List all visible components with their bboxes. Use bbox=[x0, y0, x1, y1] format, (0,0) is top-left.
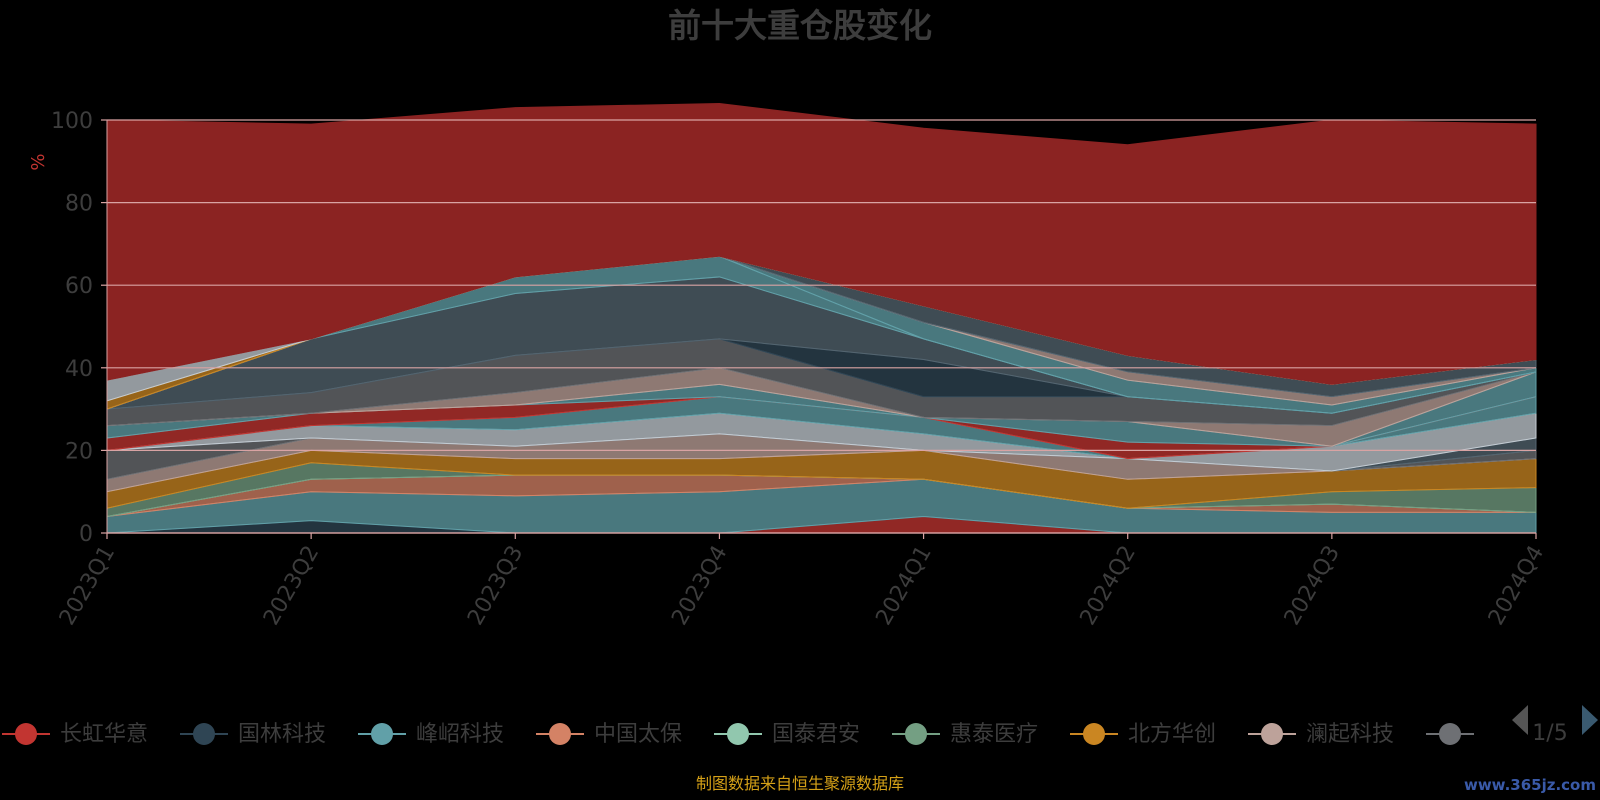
legend-circle-icon bbox=[727, 723, 749, 745]
legend-item-5[interactable]: 惠泰医疗 bbox=[892, 722, 1038, 747]
x-tick-label: 2024Q1 bbox=[871, 542, 936, 630]
legend-item-3[interactable]: 中国太保 bbox=[536, 722, 682, 747]
legend-circle-icon bbox=[905, 723, 927, 745]
legend-item-1[interactable]: 国林科技 bbox=[180, 722, 326, 747]
legend-item-2[interactable]: 峰岹科技 bbox=[358, 722, 504, 747]
x-tick-label: 2024Q4 bbox=[1484, 542, 1549, 630]
chart-title: 前十大重仓股变化 bbox=[668, 6, 932, 45]
legend-circle-icon bbox=[15, 723, 37, 745]
legend-item-6[interactable]: 北方华创 bbox=[1070, 722, 1216, 747]
x-tick-label: 2024Q3 bbox=[1280, 542, 1345, 630]
x-tick-label: 2023Q1 bbox=[55, 542, 120, 630]
legend-item-7[interactable]: 澜起科技 bbox=[1248, 722, 1394, 747]
legend-label: 国林科技 bbox=[238, 722, 326, 747]
legend-label: 长虹华意 bbox=[60, 722, 148, 747]
legend-label: 澜起科技 bbox=[1306, 722, 1394, 747]
legend-pager: 1/5 bbox=[1512, 705, 1598, 746]
area-series-group bbox=[106, 102, 1537, 534]
x-tick-label: 2023Q3 bbox=[463, 542, 528, 630]
y-axis-ticks: 0 20 40 60 80 100 bbox=[51, 109, 108, 547]
x-axis-ticks: 2023Q1 2023Q2 2023Q3 2023Q4 2024Q1 2024Q2 2024… bbox=[55, 532, 1549, 630]
legend-item-0[interactable]: 长虹华意 bbox=[2, 722, 148, 747]
legend-circle-icon bbox=[371, 723, 393, 745]
legend-item-8[interactable] bbox=[1426, 723, 1474, 745]
y-tick-label: 80 bbox=[65, 192, 93, 217]
y-tick-label: 100 bbox=[51, 109, 93, 134]
watermark: www.365jz.com bbox=[1464, 776, 1596, 794]
legend-page-indicator: 1/5 bbox=[1532, 721, 1567, 746]
y-tick-label: 0 bbox=[79, 522, 93, 547]
legend-label: 中国太保 bbox=[594, 722, 682, 747]
legend-prev-page-icon[interactable] bbox=[1512, 705, 1528, 735]
y-tick-label: 20 bbox=[65, 439, 93, 464]
legend-circle-icon bbox=[193, 723, 215, 745]
legend: 长虹华意 国林科技 峰岹科技 中国太保 国泰君安 惠泰医疗 北方华创 澜起科技 bbox=[2, 722, 1474, 747]
y-axis-label: % bbox=[28, 153, 49, 170]
x-tick-label: 2024Q2 bbox=[1076, 542, 1141, 630]
legend-circle-icon bbox=[1083, 723, 1105, 745]
y-tick-label: 40 bbox=[65, 357, 93, 382]
legend-circle-icon bbox=[1261, 723, 1283, 745]
x-tick-label: 2023Q2 bbox=[259, 542, 324, 630]
legend-circle-icon bbox=[1439, 723, 1461, 745]
legend-next-page-icon[interactable] bbox=[1582, 705, 1598, 735]
legend-circle-icon bbox=[549, 723, 571, 745]
area-series-24 bbox=[106, 102, 1537, 385]
legend-label: 惠泰医疗 bbox=[950, 722, 1038, 747]
y-tick-label: 60 bbox=[65, 274, 93, 299]
legend-item-4[interactable]: 国泰君安 bbox=[714, 722, 860, 747]
source-note: 制图数据来自恒生聚源数据库 bbox=[696, 774, 904, 793]
x-tick-label: 2023Q4 bbox=[667, 542, 732, 630]
legend-label: 国泰君安 bbox=[772, 722, 860, 747]
legend-label: 北方华创 bbox=[1128, 722, 1216, 747]
legend-label: 峰岹科技 bbox=[416, 722, 504, 747]
